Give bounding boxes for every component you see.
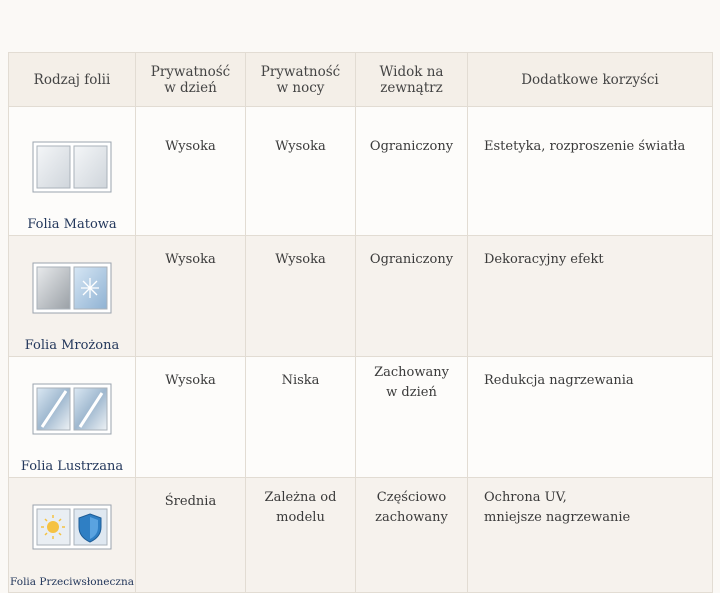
cell: Estetyka, rozproszenie światła [467, 106, 713, 236]
film-name: Folia Matowa [27, 217, 117, 232]
cell: Wysoka [245, 235, 356, 357]
page: Rodzaj folii Prywatność w dzień Prywatno… [8, 52, 713, 593]
cell: Zależna od modelu [245, 477, 356, 593]
icon [32, 262, 112, 314]
icon [32, 141, 112, 193]
cell: Wysoka [135, 356, 246, 478]
header-row: Rodzaj folii Prywatność w dzień Prywatno… [8, 52, 713, 107]
row: Folia Lustrzana Wysoka Niska Zachowany w… [8, 356, 713, 478]
icon [32, 504, 112, 550]
header-cell: Widok na zewnątrz [355, 52, 468, 107]
cell: Redukcja nagrzewania [467, 356, 713, 478]
cell: Ograniczony [355, 106, 468, 236]
row: Folia Mrożona Wysoka Wysoka Ograniczony … [8, 235, 713, 357]
header-cell: Rodzaj folii [8, 52, 136, 107]
film-cell: Folia Mrożona [8, 235, 136, 357]
film-cell: Folia Lustrzana [8, 356, 136, 478]
film-name: Folia Przeciwsłoneczna [10, 576, 134, 588]
icon [32, 383, 112, 435]
header-cell: Prywatność w nocy [245, 52, 356, 107]
cell: Zachowany w dzień [355, 356, 468, 478]
cell: Częściowo zachowany [355, 477, 468, 593]
cell: Wysoka [135, 235, 246, 357]
film-name: Folia Mrożona [24, 338, 120, 353]
cell: Ograniczony [355, 235, 468, 357]
cell: Wysoka [135, 106, 246, 236]
comparison-table: Rodzaj folii Prywatność w dzień Prywatno… [8, 52, 713, 593]
film-cell: Folia Przeciwsłoneczna [8, 477, 136, 593]
cell: Dekoracyjny efekt [467, 235, 713, 357]
row: Folia Przeciwsłoneczna Średnia Zależna o… [8, 477, 713, 593]
cell: Średnia [135, 477, 246, 593]
row: Folia Matowa Wysoka Wysoka Ograniczony E… [8, 106, 713, 236]
film-cell: Folia Matowa [8, 106, 136, 236]
cell: Ochrona UV, mniejsze nagrzewanie [467, 477, 713, 593]
header-cell: Dodatkowe korzyści [467, 52, 713, 107]
cell: Niska [245, 356, 356, 478]
cell: Wysoka [245, 106, 356, 236]
film-name: Folia Lustrzana [20, 459, 124, 474]
header-cell: Prywatność w dzień [135, 52, 246, 107]
